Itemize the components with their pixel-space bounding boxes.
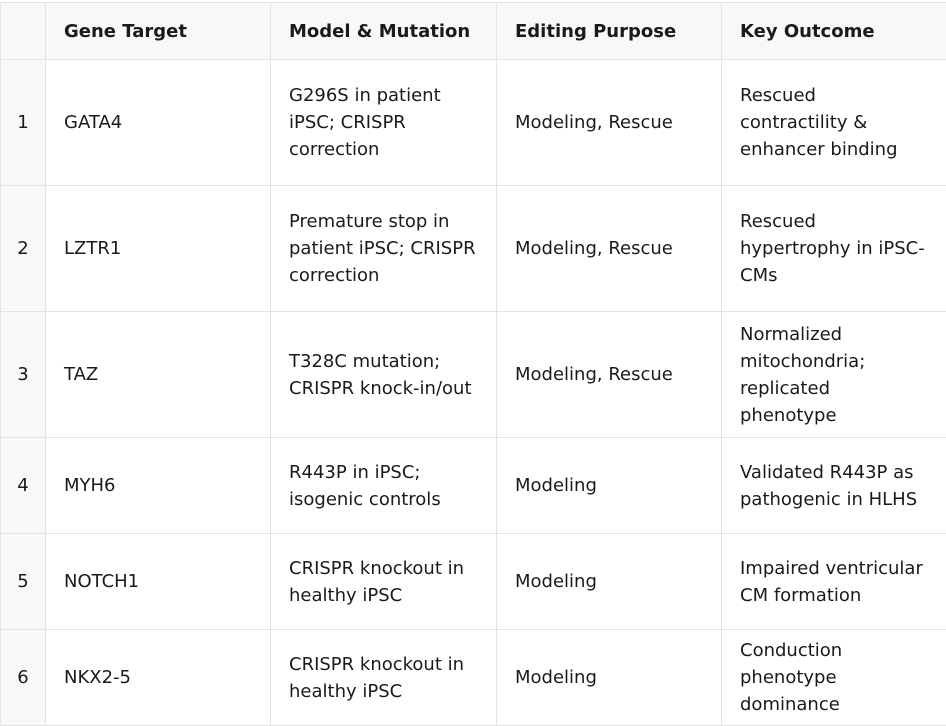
row-index: 2 [1, 186, 46, 312]
gene-cell: NOTCH1 [46, 534, 271, 630]
table-row: 1 GATA4 G296S in patient iPSC; CRISPR co… [1, 60, 946, 186]
purpose-cell: Modeling [497, 630, 722, 726]
gene-cell: NKX2-5 [46, 630, 271, 726]
header-row: Gene Target Model & Mutation Editing Pur… [1, 3, 946, 60]
purpose-cell: Modeling [497, 438, 722, 534]
outcome-cell: Conduction phenotype dominance [722, 630, 946, 726]
model-cell: G296S in patient iPSC; CRISPR correction [271, 60, 497, 186]
row-index: 5 [1, 534, 46, 630]
row-index: 1 [1, 60, 46, 186]
header-index [1, 3, 46, 60]
header-key-outcome: Key Outcome [722, 3, 946, 60]
gene-cell: MYH6 [46, 438, 271, 534]
table-row: 4 MYH6 R443P in iPSC; isogenic controls … [1, 438, 946, 534]
header-gene-target: Gene Target [46, 3, 271, 60]
row-index: 3 [1, 312, 46, 438]
table-row: 5 NOTCH1 CRISPR knockout in healthy iPSC… [1, 534, 946, 630]
model-cell: Premature stop in patient iPSC; CRISPR c… [271, 186, 497, 312]
table-row: 3 TAZ T328C mutation; CRISPR knock-in/ou… [1, 312, 946, 438]
purpose-cell: Modeling, Rescue [497, 312, 722, 438]
outcome-cell: Validated R443P as pathogenic in HLHS [722, 438, 946, 534]
purpose-cell: Modeling [497, 534, 722, 630]
table-row: 6 NKX2-5 CRISPR knockout in healthy iPSC… [1, 630, 946, 726]
header-model-mutation: Model & Mutation [271, 3, 497, 60]
outcome-cell: Rescued contractility & enhancer binding [722, 60, 946, 186]
model-cell: CRISPR knockout in healthy iPSC [271, 630, 497, 726]
gene-cell: LZTR1 [46, 186, 271, 312]
gene-cell: GATA4 [46, 60, 271, 186]
table-row: 2 LZTR1 Premature stop in patient iPSC; … [1, 186, 946, 312]
model-cell: CRISPR knockout in healthy iPSC [271, 534, 497, 630]
outcome-cell: Normalized mitochondria; replicated phen… [722, 312, 946, 438]
outcome-cell: Impaired ventricular CM formation [722, 534, 946, 630]
purpose-cell: Modeling, Rescue [497, 186, 722, 312]
model-cell: R443P in iPSC; isogenic controls [271, 438, 497, 534]
header-editing-purpose: Editing Purpose [497, 3, 722, 60]
outcome-cell: Rescued hypertrophy in iPSC-CMs [722, 186, 946, 312]
gene-cell: TAZ [46, 312, 271, 438]
row-index: 6 [1, 630, 46, 726]
row-index: 4 [1, 438, 46, 534]
purpose-cell: Modeling, Rescue [497, 60, 722, 186]
model-cell: T328C mutation; CRISPR knock-in/out [271, 312, 497, 438]
